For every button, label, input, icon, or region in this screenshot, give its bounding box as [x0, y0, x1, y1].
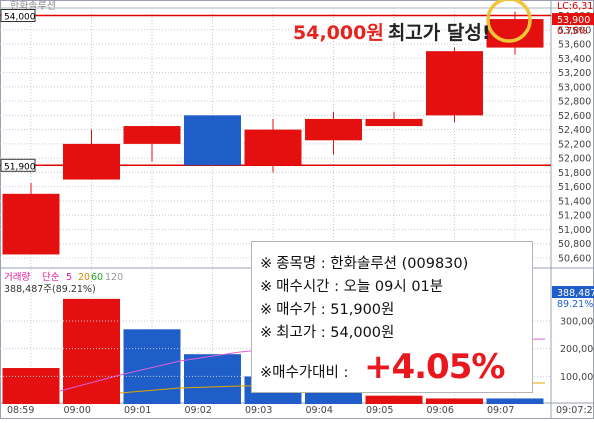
volume-bar[interactable] — [63, 298, 120, 404]
price-tick-label: 51,000 — [558, 225, 591, 236]
volume-bar[interactable] — [123, 329, 181, 404]
candle-body[interactable] — [184, 115, 241, 166]
time-label: 09:05 — [366, 405, 393, 416]
info-value: 오늘 09시 01분 — [343, 279, 444, 295]
candle-body[interactable] — [123, 126, 181, 144]
info-row-buy-time: ※ 매수시간 : 오늘 09시 01분 — [260, 279, 444, 295]
candle-body[interactable] — [63, 143, 120, 180]
info-value: 한화솔루션 (009830) — [330, 256, 469, 272]
volume-bar[interactable] — [426, 398, 483, 404]
volume-legend-period: 20 — [78, 272, 90, 283]
volume-tick-label: 300,000 — [560, 317, 594, 328]
volume-value-tag — [552, 286, 594, 298]
trade-info-box: ※ 종목명 : 한화솔루션 (009830) ※ 매수시간 : 오늘 09시 01분… — [251, 241, 533, 393]
candle-body[interactable] — [244, 129, 302, 166]
price-tick-label: 53,400 — [558, 54, 591, 65]
high-line-tag-box — [0, 9, 36, 22]
price-tick-label: 53,000 — [558, 82, 591, 93]
candle-body[interactable] — [305, 118, 362, 141]
volume-bar[interactable] — [305, 392, 362, 404]
price-tick-label: 51,400 — [558, 196, 591, 207]
volume-tick-label: 200,000 — [560, 344, 594, 355]
time-label: 09:02 — [185, 405, 212, 416]
time-label: 08:59 — [7, 405, 34, 416]
volume-legend-period: 60 — [91, 272, 103, 283]
price-tick-label: 52,800 — [558, 97, 591, 108]
info-value: 54,000원 — [330, 325, 395, 341]
volume-bar[interactable] — [184, 354, 241, 404]
info-row-buy-price: ※ 매수가 : 51,900원 — [260, 302, 395, 318]
info-label: 매수가 — [276, 302, 317, 318]
ratio-value: +4.05% — [364, 347, 505, 387]
price-tick-label: 53,600 — [558, 40, 591, 51]
high-line-tag: 54,000 — [4, 13, 36, 23]
volume-bar[interactable] — [2, 368, 60, 404]
volume-legend-period: 5 — [66, 272, 72, 283]
info-label: 종목명 — [276, 256, 317, 272]
high-price-banner: 54,000원 최고가 달성! — [293, 18, 491, 45]
price-tick-label: 51,800 — [558, 168, 591, 179]
volume-value-label: 388,487 — [557, 288, 594, 299]
volume-legend-period: 120 — [105, 272, 123, 283]
banner-highlight: 54,000원 — [293, 22, 384, 44]
lc-readout: LC:6,31 — [557, 1, 593, 12]
reference-mark: ※ — [260, 302, 273, 318]
price-tick-label: 51,200 — [558, 211, 591, 222]
reference-mark: ※ — [260, 279, 273, 295]
price-tick-label: 53,800 — [558, 25, 591, 36]
price-tick-label: 52,600 — [558, 111, 591, 122]
volume-legend-value: 388,487주(89.21%) — [4, 284, 96, 295]
info-label: 최고가 — [276, 325, 317, 341]
reference-mark: ※ — [260, 365, 273, 381]
info-row-ratio: ※매수가대비 : — [260, 361, 348, 382]
time-label: 09:06 — [427, 405, 454, 416]
time-label: 09:04 — [306, 405, 333, 416]
time-label: 09:07 — [487, 405, 514, 416]
buy-line-tag-box — [0, 158, 36, 172]
volume-tick-label: 100,000 — [560, 372, 594, 383]
price-tick-label: 52,000 — [558, 154, 591, 165]
volume-legend-label: 거래량 — [4, 271, 30, 283]
candle-body[interactable] — [2, 193, 60, 255]
price-tick-label: 53,200 — [558, 68, 591, 79]
info-row-name: ※ 종목명 : 한화솔루션 (009830) — [260, 256, 469, 272]
buy-line-tag: 51,900 — [4, 162, 36, 172]
ratio-label: 매수가대비 : — [272, 365, 349, 381]
current-pct-label: 0.75% — [557, 26, 587, 37]
current-price-tag — [552, 13, 594, 26]
time-label: 09:01 — [124, 405, 151, 416]
volume-legend-ma: 단순 — [42, 272, 60, 283]
candle-body[interactable] — [365, 118, 423, 127]
price-tick-label: 50,600 — [558, 254, 591, 265]
volume-bar[interactable] — [486, 398, 544, 404]
volume-pct-label: 89.21% — [557, 299, 593, 310]
price-tick-label: 51,600 — [558, 182, 591, 193]
candle-body[interactable] — [426, 51, 483, 116]
current-price-label: 53,900 — [557, 15, 590, 26]
price-tick-label: 50,800 — [558, 239, 591, 250]
time-label: 09:03 — [245, 405, 272, 416]
candle-body[interactable] — [486, 19, 544, 48]
volume-bar[interactable] — [365, 395, 423, 404]
price-tick-label: 52,400 — [558, 125, 591, 136]
time-label: 09:07:27 — [556, 405, 594, 416]
reference-mark: ※ — [260, 256, 273, 272]
reference-mark: ※ — [260, 325, 273, 341]
info-label: 매수시간 — [276, 279, 330, 295]
time-label: 09:00 — [64, 405, 91, 416]
info-value: 51,900원 — [330, 302, 395, 318]
banner-text: 최고가 달성! — [387, 22, 491, 44]
high-price-circle — [486, 0, 532, 43]
price-tick-label: 52,200 — [558, 139, 591, 150]
info-row-high-price: ※ 최고가 : 54,000원 — [260, 325, 395, 341]
